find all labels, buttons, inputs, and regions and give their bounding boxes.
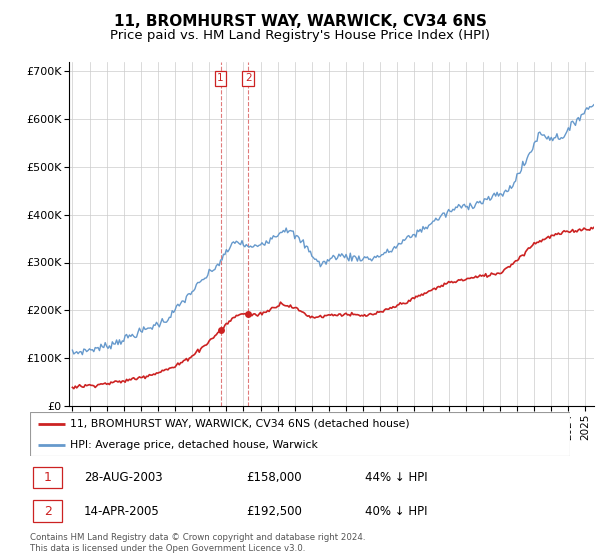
- FancyBboxPatch shape: [33, 500, 62, 522]
- Text: 14-APR-2005: 14-APR-2005: [84, 505, 160, 517]
- Text: 2: 2: [245, 73, 252, 83]
- Text: 28-AUG-2003: 28-AUG-2003: [84, 471, 163, 484]
- Text: 1: 1: [44, 471, 52, 484]
- Text: £192,500: £192,500: [246, 505, 302, 517]
- Text: HPI: Average price, detached house, Warwick: HPI: Average price, detached house, Warw…: [71, 440, 319, 450]
- Text: 11, BROMHURST WAY, WARWICK, CV34 6NS: 11, BROMHURST WAY, WARWICK, CV34 6NS: [113, 14, 487, 29]
- Text: Contains HM Land Registry data © Crown copyright and database right 2024.
This d: Contains HM Land Registry data © Crown c…: [30, 533, 365, 553]
- Text: Price paid vs. HM Land Registry's House Price Index (HPI): Price paid vs. HM Land Registry's House …: [110, 29, 490, 42]
- Text: 2: 2: [44, 505, 52, 517]
- Text: 44% ↓ HPI: 44% ↓ HPI: [365, 471, 427, 484]
- Text: 40% ↓ HPI: 40% ↓ HPI: [365, 505, 427, 517]
- Text: £158,000: £158,000: [246, 471, 302, 484]
- FancyBboxPatch shape: [33, 466, 62, 488]
- Text: 11, BROMHURST WAY, WARWICK, CV34 6NS (detached house): 11, BROMHURST WAY, WARWICK, CV34 6NS (de…: [71, 419, 410, 429]
- Text: 1: 1: [217, 73, 224, 83]
